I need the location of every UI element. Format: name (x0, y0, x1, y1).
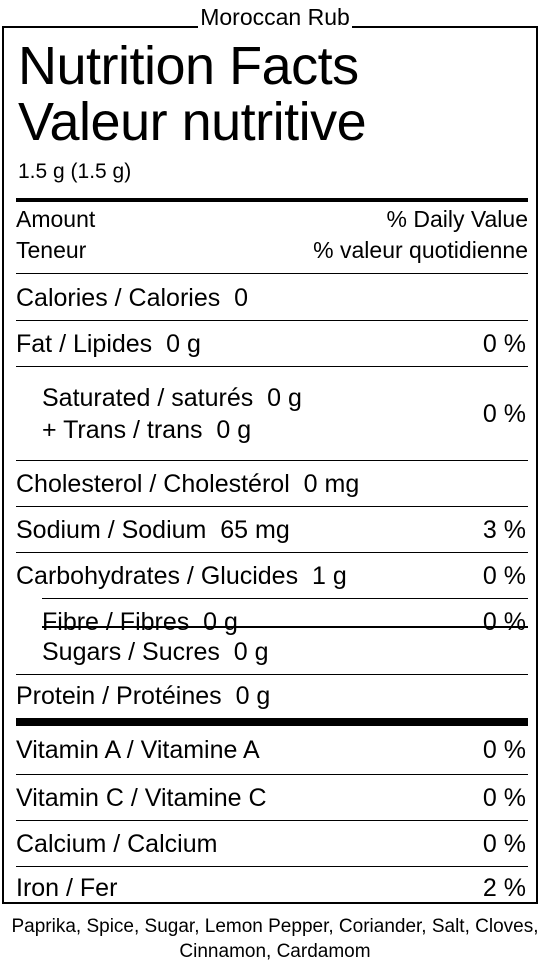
fat-amount: 0 g (166, 329, 201, 358)
vitamin-c-label: Vitamin C / Vitamine C (16, 783, 267, 812)
sugars-row: Sugars / Sucres 0 g (42, 630, 528, 674)
sugars-amount: 0 g (233, 637, 269, 666)
vitamin-c-row: Vitamin C / Vitamine C 0 % (16, 776, 528, 820)
calcium-label: Calcium / Calcium (16, 829, 218, 858)
title-french: Valeur nutritive (18, 92, 367, 152)
daily-value-label-en: % Daily Value (386, 206, 528, 232)
column-header: Amount % Daily Value Teneur % valeur quo… (16, 204, 528, 266)
carbohydrates-dv: 0 % (482, 561, 526, 590)
vitamin-a-label: Vitamin A / Vitamine A (16, 735, 260, 764)
calcium-row: Calcium / Calcium 0 % (16, 822, 528, 866)
trans-amount: 0 g (216, 416, 252, 444)
carbohydrates-amount: 1 g (312, 561, 347, 590)
iron-row: Iron / Fer 2 % (16, 868, 528, 908)
protein-label: Protein / Protéines (16, 681, 222, 710)
amount-label-fr: Teneur (16, 237, 87, 263)
product-name-text: Moroccan Rub (198, 4, 352, 30)
saturated-amount: 0 g (267, 384, 302, 412)
thick-divider (16, 718, 528, 726)
fat-dv: 0 % (482, 329, 526, 358)
calories-amount: 0 (234, 283, 249, 312)
daily-value-label-fr: % valeur quotidienne (313, 237, 528, 263)
nutrition-facts-panel: Nutrition Facts Valeur nutritive 1.5 g (… (2, 26, 538, 904)
fibre-amount: 0 g (203, 607, 238, 636)
divider (16, 506, 528, 507)
divider (16, 820, 528, 821)
divider (16, 552, 528, 553)
vitamin-a-dv: 0 % (482, 735, 526, 764)
amount-label-en: Amount (16, 206, 96, 232)
fibre-row: Fibre / Fibres 0 g 0 % (42, 600, 528, 644)
fat-label: Fat / Lipides (16, 329, 153, 358)
iron-dv: 2 % (482, 873, 526, 902)
divider (42, 598, 528, 599)
sodium-label: Sodium / Sodium (16, 515, 207, 544)
iron-label: Iron / Fer (16, 873, 118, 902)
divider (16, 866, 528, 867)
serving-size: 1.5 g (1.5 g) (18, 160, 132, 183)
protein-row: Protein / Protéines 0 g (16, 676, 528, 716)
ingredients-list: Paprika, Spice, Sugar, Lemon Pepper, Cor… (11, 916, 539, 962)
divider (16, 366, 528, 367)
panel-title: Nutrition Facts Valeur nutritive (18, 36, 367, 152)
cholesterol-label: Cholesterol / Cholestérol (16, 469, 290, 498)
carbohydrates-row: Carbohydrates / Glucides 1 g 0 % (16, 554, 528, 598)
fibre-dv: 0 % (482, 607, 526, 636)
saturated-label: Saturated / saturés (42, 384, 254, 412)
title-english: Nutrition Facts (18, 36, 359, 96)
divider (16, 674, 528, 675)
cholesterol-amount: 0 mg (303, 469, 360, 498)
saturated-trans-dv: 0 % (482, 399, 526, 428)
cholesterol-row: Cholesterol / Cholestérol 0 mg (16, 462, 528, 506)
saturated-trans-row: Saturated / saturés 0 g + Trans / trans … (42, 368, 528, 460)
fat-row: Fat / Lipides 0 g 0 % (16, 322, 528, 366)
divider (42, 626, 528, 628)
fibre-label: Fibre / Fibres (42, 607, 190, 636)
sodium-row: Sodium / Sodium 65 mg 3 % (16, 508, 528, 552)
divider (16, 320, 528, 321)
trans-label: + Trans / trans (42, 416, 203, 444)
calories-label: Calories / Calories (16, 283, 221, 312)
product-name: Moroccan Rub (0, 4, 550, 30)
calcium-dv: 0 % (482, 829, 526, 858)
divider (16, 460, 528, 461)
vitamin-c-dv: 0 % (482, 783, 526, 812)
sodium-amount: 65 mg (220, 515, 290, 544)
calories-row: Calories / Calories 0 (16, 276, 528, 320)
divider (16, 774, 528, 775)
divider (16, 273, 528, 274)
sugars-label: Sugars / Sucres (42, 637, 220, 666)
protein-amount: 0 g (235, 681, 271, 710)
carbohydrates-label: Carbohydrates / Glucides (16, 561, 299, 590)
vitamin-a-row: Vitamin A / Vitamine A 0 % (16, 728, 528, 772)
sodium-dv: 3 % (482, 515, 526, 544)
thick-divider (16, 198, 528, 202)
